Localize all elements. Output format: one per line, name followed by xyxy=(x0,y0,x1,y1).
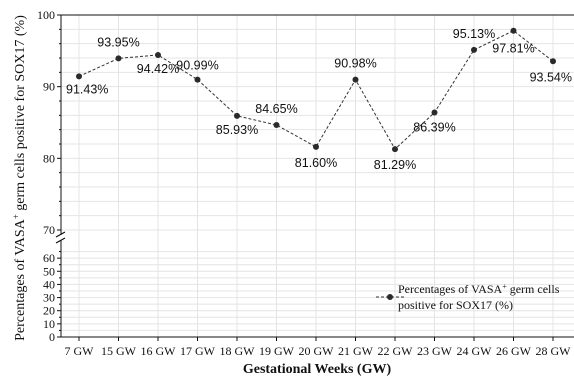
y-tick-label: 60 xyxy=(43,251,55,265)
legend-marker xyxy=(387,294,393,300)
series xyxy=(76,27,556,153)
y-axis-title: Percentages of VASA+ germ cells positive… xyxy=(11,15,28,341)
x-tick-label: 7 GW xyxy=(65,344,95,358)
data-point xyxy=(234,112,240,119)
y-tick-label: 100 xyxy=(37,8,55,22)
y-tick-label: 70 xyxy=(43,223,55,237)
data-label: 97.81% xyxy=(492,42,534,56)
data-point xyxy=(392,146,398,153)
x-tick-label: 22 GW xyxy=(378,344,414,358)
data-point xyxy=(471,46,477,53)
legend-label-line1: Percentages of VASA+ germ cells xyxy=(398,282,560,296)
data-point xyxy=(194,76,201,83)
axes xyxy=(55,14,574,338)
x-tick-label: 17 GW xyxy=(180,344,216,358)
y-tick-label: 20 xyxy=(43,304,55,318)
y-tick-label: 0 xyxy=(49,330,55,344)
data-point xyxy=(313,143,319,150)
x-tick-label: 21 GW xyxy=(338,344,374,358)
data-label: 93.54% xyxy=(530,70,572,84)
data-point xyxy=(155,51,161,58)
y-tick-label: 90 xyxy=(43,80,55,94)
grid xyxy=(61,14,574,337)
x-tick-label: 28 GW xyxy=(536,344,572,358)
y-tick-label: 80 xyxy=(43,151,55,165)
x-tick-label: 24 GW xyxy=(457,344,493,358)
x-ticks: 7 GW 15 GW 16 GW 17 GW 18 GW 19 GW 20 GW 21 GW 2… xyxy=(65,337,572,358)
data-point xyxy=(510,27,517,34)
x-tick-label: 26 GW xyxy=(496,344,532,358)
x-tick-label: 19 GW xyxy=(259,344,295,358)
data-point xyxy=(431,109,438,116)
data-label: 91.43% xyxy=(66,82,108,96)
x-tick-label: 16 GW xyxy=(141,344,177,358)
y-tick-label: 10 xyxy=(43,317,55,331)
data-point xyxy=(273,122,280,129)
axis-break-mark xyxy=(55,231,66,238)
legend: Percentages of VASA+ germ cells positive… xyxy=(376,282,560,312)
legend-label-line2: positive for SOX17 (%) xyxy=(398,298,513,312)
y-tick-label: 50 xyxy=(43,264,55,278)
data-label: 93.95% xyxy=(97,35,139,49)
data-label: 90.99% xyxy=(176,59,218,73)
y-tick-label: 30 xyxy=(43,291,55,305)
data-point xyxy=(76,73,82,80)
x-tick-label: 18 GW xyxy=(220,344,256,358)
x-axis-title: Gestational Weeks (GW) xyxy=(243,362,392,377)
data-label: 86.39% xyxy=(413,121,455,135)
axis-break-mark xyxy=(55,237,66,244)
data-label: 84.65% xyxy=(255,102,297,116)
x-tick-label: 15 GW xyxy=(101,344,137,358)
data-label: 95.13% xyxy=(453,27,495,41)
data-label: 81.60% xyxy=(295,156,337,170)
data-label: 90.98% xyxy=(334,57,376,71)
data-point xyxy=(352,76,359,83)
y-tick-label: 40 xyxy=(43,277,55,291)
data-label: 94.42% xyxy=(137,62,179,76)
x-tick-label: 23 GW xyxy=(417,344,453,358)
data-point xyxy=(550,58,556,65)
x-tick-label: 20 GW xyxy=(299,344,335,358)
data-label: 85.93% xyxy=(216,123,258,137)
data-label: 81.29% xyxy=(374,158,416,172)
data-labels: 91.43% 93.95% 94.42%90.99% 85.93% 84.65% 81.6… xyxy=(66,27,572,172)
data-point xyxy=(115,55,122,62)
